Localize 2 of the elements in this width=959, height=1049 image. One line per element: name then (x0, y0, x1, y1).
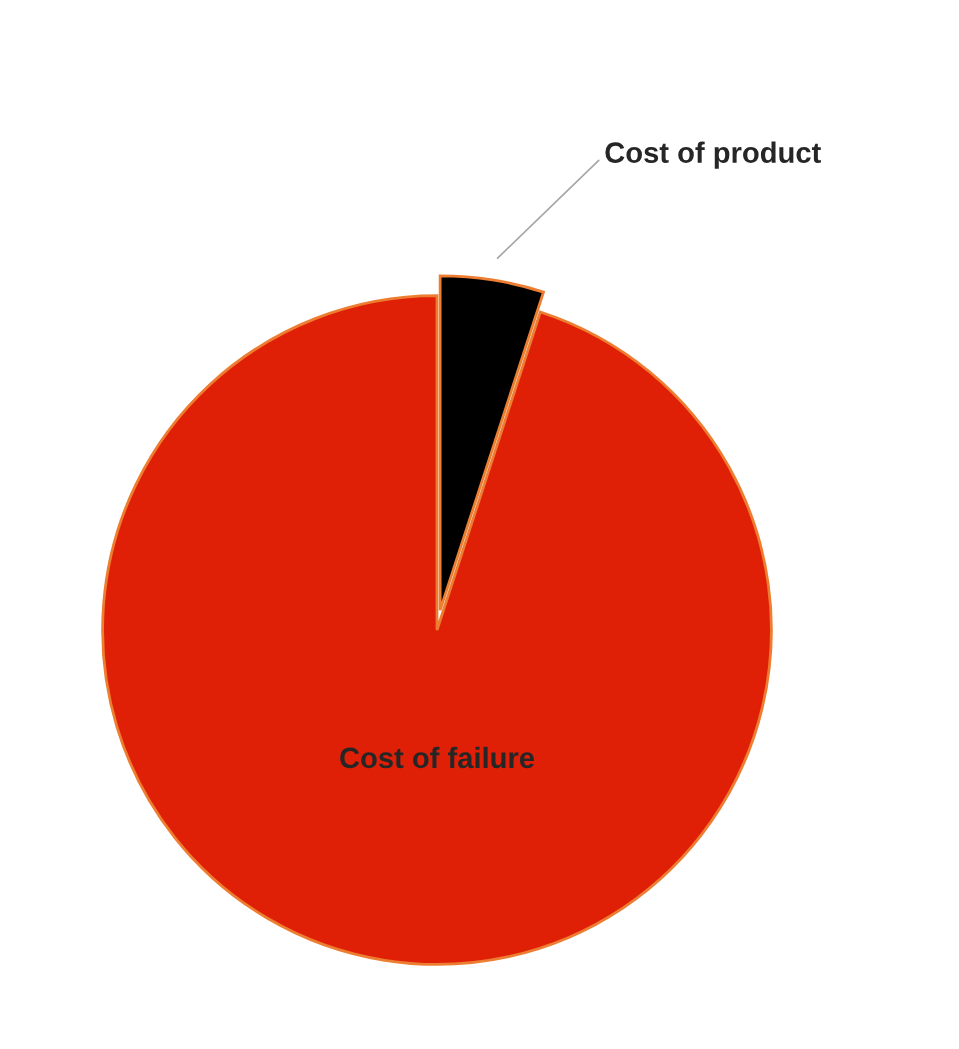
slice-label: Cost of product (605, 141, 821, 169)
slice-label: Cost of failure (340, 746, 535, 769)
